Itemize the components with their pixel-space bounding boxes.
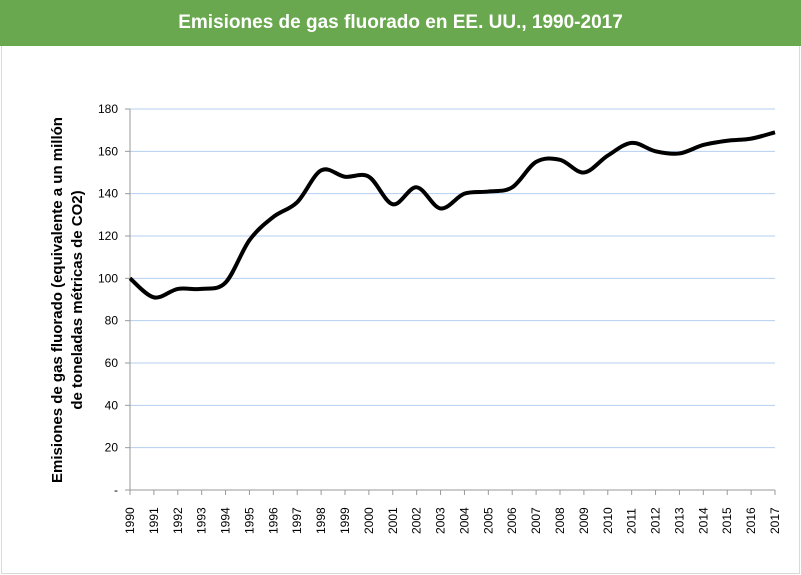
x-tick-label: 2005: [481, 507, 495, 534]
chart-card: [1, 46, 800, 574]
x-tick-label: 2014: [696, 507, 710, 534]
x-tick-label: 1990: [123, 507, 137, 534]
x-tick-label: 2012: [649, 507, 663, 534]
x-tick-label: 2008: [553, 507, 567, 534]
y-axis-label-line: de toneladas métricas de CO2): [69, 190, 86, 409]
y-tick-label: 140: [98, 187, 118, 201]
x-tick-label: 2015: [720, 507, 734, 534]
y-tick-label: 40: [105, 398, 119, 412]
y-axis-label: Emisiones de gas fluorado (equivalente a…: [49, 117, 86, 483]
y-tick-label: 180: [98, 102, 118, 116]
x-tick-label: 2017: [768, 507, 782, 534]
x-tick-label: 1999: [338, 507, 352, 534]
x-tick-label: 2016: [744, 507, 758, 534]
y-tick-label: 80: [105, 314, 119, 328]
y-tick-label: -: [114, 483, 118, 497]
x-tick-label: 1996: [266, 507, 280, 534]
x-tick-label: 2007: [529, 507, 543, 534]
chart-title: Emisiones de gas fluorado en EE. UU., 19…: [0, 0, 801, 46]
y-axis-label-line: Emisiones de gas fluorado (equivalente a…: [49, 117, 66, 483]
series-line: [128, 130, 776, 300]
x-tick-label: 1997: [290, 507, 304, 534]
y-tick-label: 120: [98, 229, 118, 243]
x-tick-label: 2010: [601, 507, 615, 534]
x-tick-label: 2000: [362, 507, 376, 534]
x-tick-label: 2004: [457, 507, 471, 534]
x-tick-label: 2011: [625, 508, 639, 534]
x-tick-label: 2013: [672, 507, 686, 534]
y-tick-label: 100: [98, 271, 118, 285]
x-tick-label: 1993: [195, 507, 209, 534]
x-tick-label: 1998: [314, 507, 328, 534]
x-tick-label: 2003: [434, 507, 448, 534]
x-tick-label: 2006: [505, 507, 519, 534]
x-tick-label: 2001: [386, 507, 400, 534]
x-tick-label: 1991: [147, 507, 161, 534]
y-tick-label: 20: [105, 441, 119, 455]
y-tick-label: 60: [105, 356, 119, 370]
x-tick-label: 1995: [242, 507, 256, 534]
y-tick-label: 160: [98, 144, 118, 158]
x-tick-label: 1992: [171, 507, 185, 534]
x-tick-label: 1994: [219, 507, 233, 534]
x-tick-label: 2002: [410, 507, 424, 534]
x-tick-label: 2009: [577, 507, 591, 534]
